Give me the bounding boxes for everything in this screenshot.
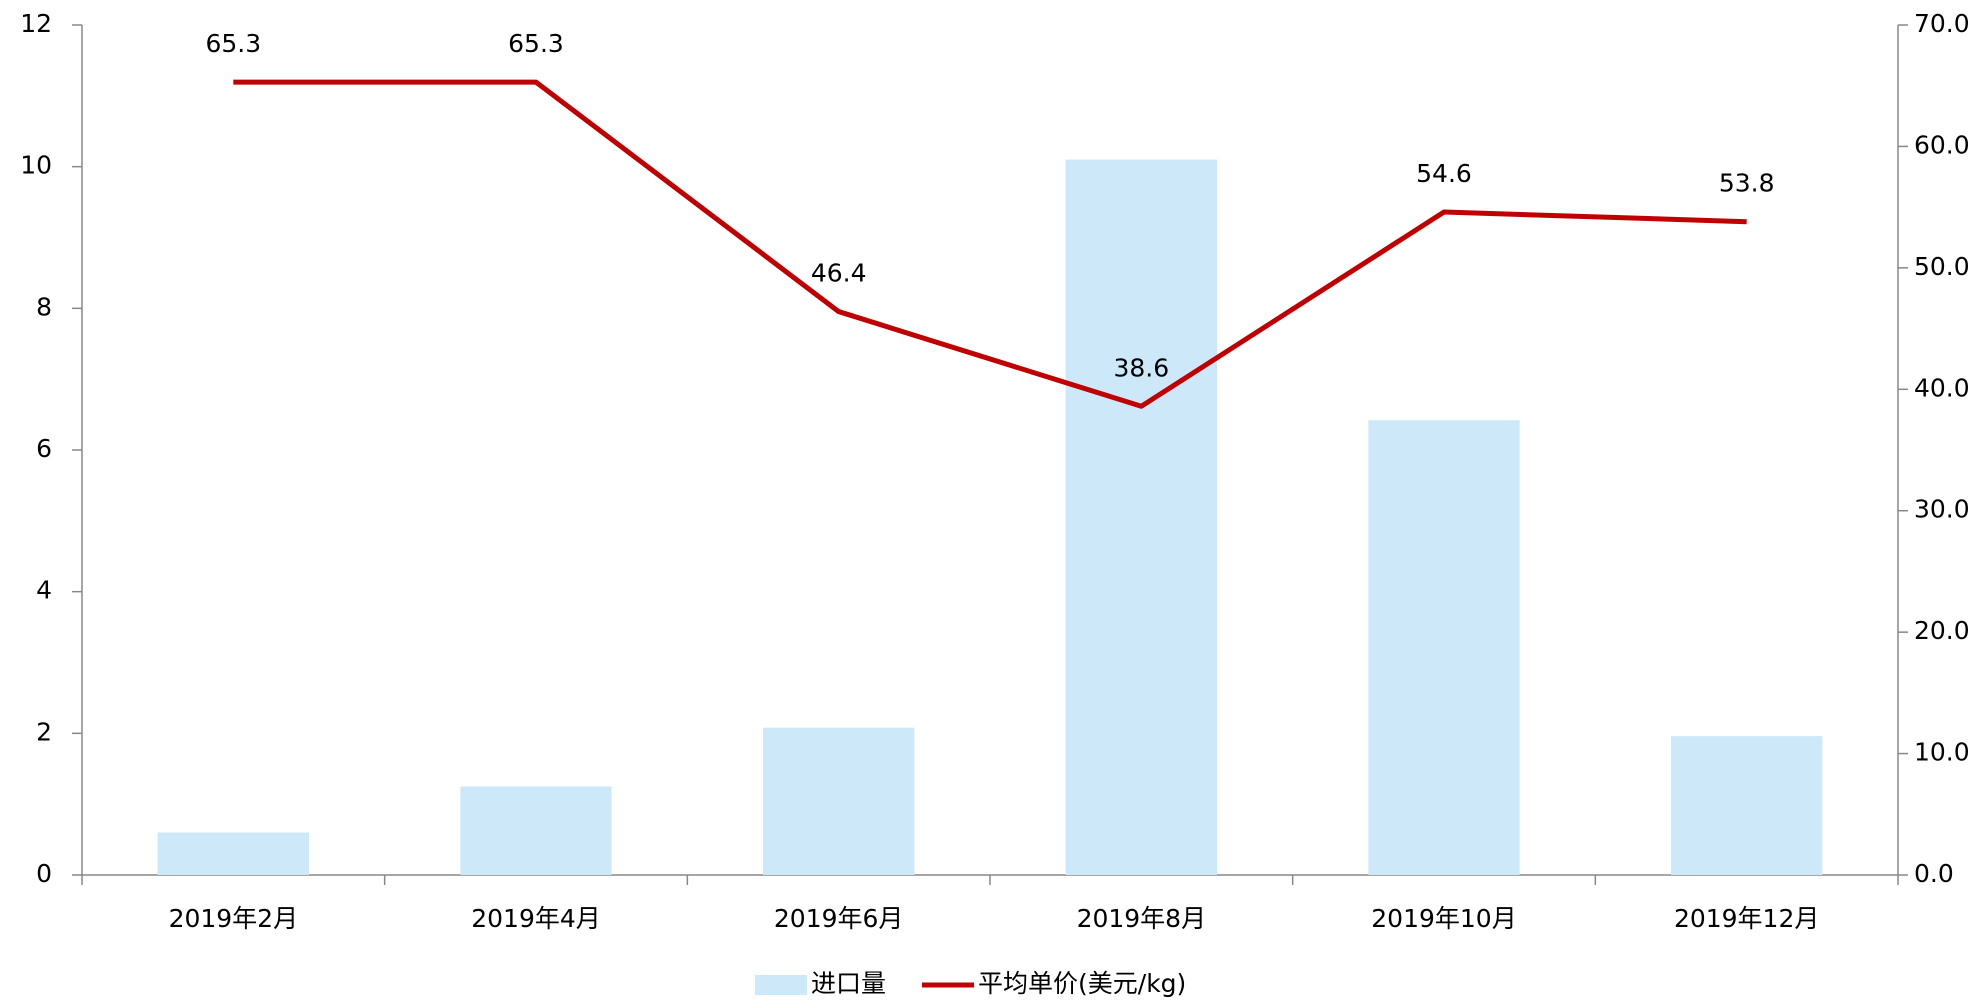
x-tick-label: 2019年6月	[774, 904, 904, 933]
bar	[1065, 159, 1217, 876]
y-tick-label: 6	[36, 434, 52, 463]
legend-label: 进口量	[811, 969, 886, 998]
x-tick-label: 2019年2月	[169, 904, 299, 933]
y-tick-label: 2	[36, 717, 52, 746]
x-tick-label: 2019年10月	[1371, 904, 1516, 933]
data-label: 65.3	[205, 29, 261, 58]
y-tick-label: 4	[36, 576, 52, 605]
bar	[1368, 420, 1520, 875]
bar	[460, 786, 612, 875]
y2-tick-label: 40.0	[1914, 373, 1970, 402]
y2-tick-label: 50.0	[1914, 252, 1970, 281]
y-tick-label: 0	[36, 859, 52, 888]
legend-swatch	[755, 975, 807, 995]
data-label: 46.4	[811, 259, 867, 288]
data-label: 38.6	[1113, 353, 1169, 382]
y-tick-label: 10	[20, 151, 52, 180]
data-label: 53.8	[1719, 169, 1775, 198]
x-tick-label: 2019年4月	[471, 904, 601, 933]
bar	[763, 727, 915, 875]
y2-tick-label: 30.0	[1914, 495, 1970, 524]
y2-tick-label: 70.0	[1914, 9, 1970, 38]
legend-label: 平均单价(美元/kg)	[978, 969, 1186, 998]
y2-tick-label: 20.0	[1914, 616, 1970, 645]
bar	[1671, 736, 1823, 875]
y2-tick-label: 60.0	[1914, 130, 1970, 159]
bar	[157, 832, 309, 875]
x-tick-label: 2019年8月	[1077, 904, 1207, 933]
y2-tick-label: 10.0	[1914, 738, 1970, 767]
y-tick-label: 12	[20, 9, 52, 38]
x-tick-label: 2019年12月	[1674, 904, 1819, 933]
data-label: 65.3	[508, 29, 564, 58]
y2-tick-label: 0.0	[1914, 859, 1954, 888]
data-label: 54.6	[1416, 159, 1472, 188]
line	[233, 79, 1747, 409]
y-tick-label: 8	[36, 292, 52, 321]
